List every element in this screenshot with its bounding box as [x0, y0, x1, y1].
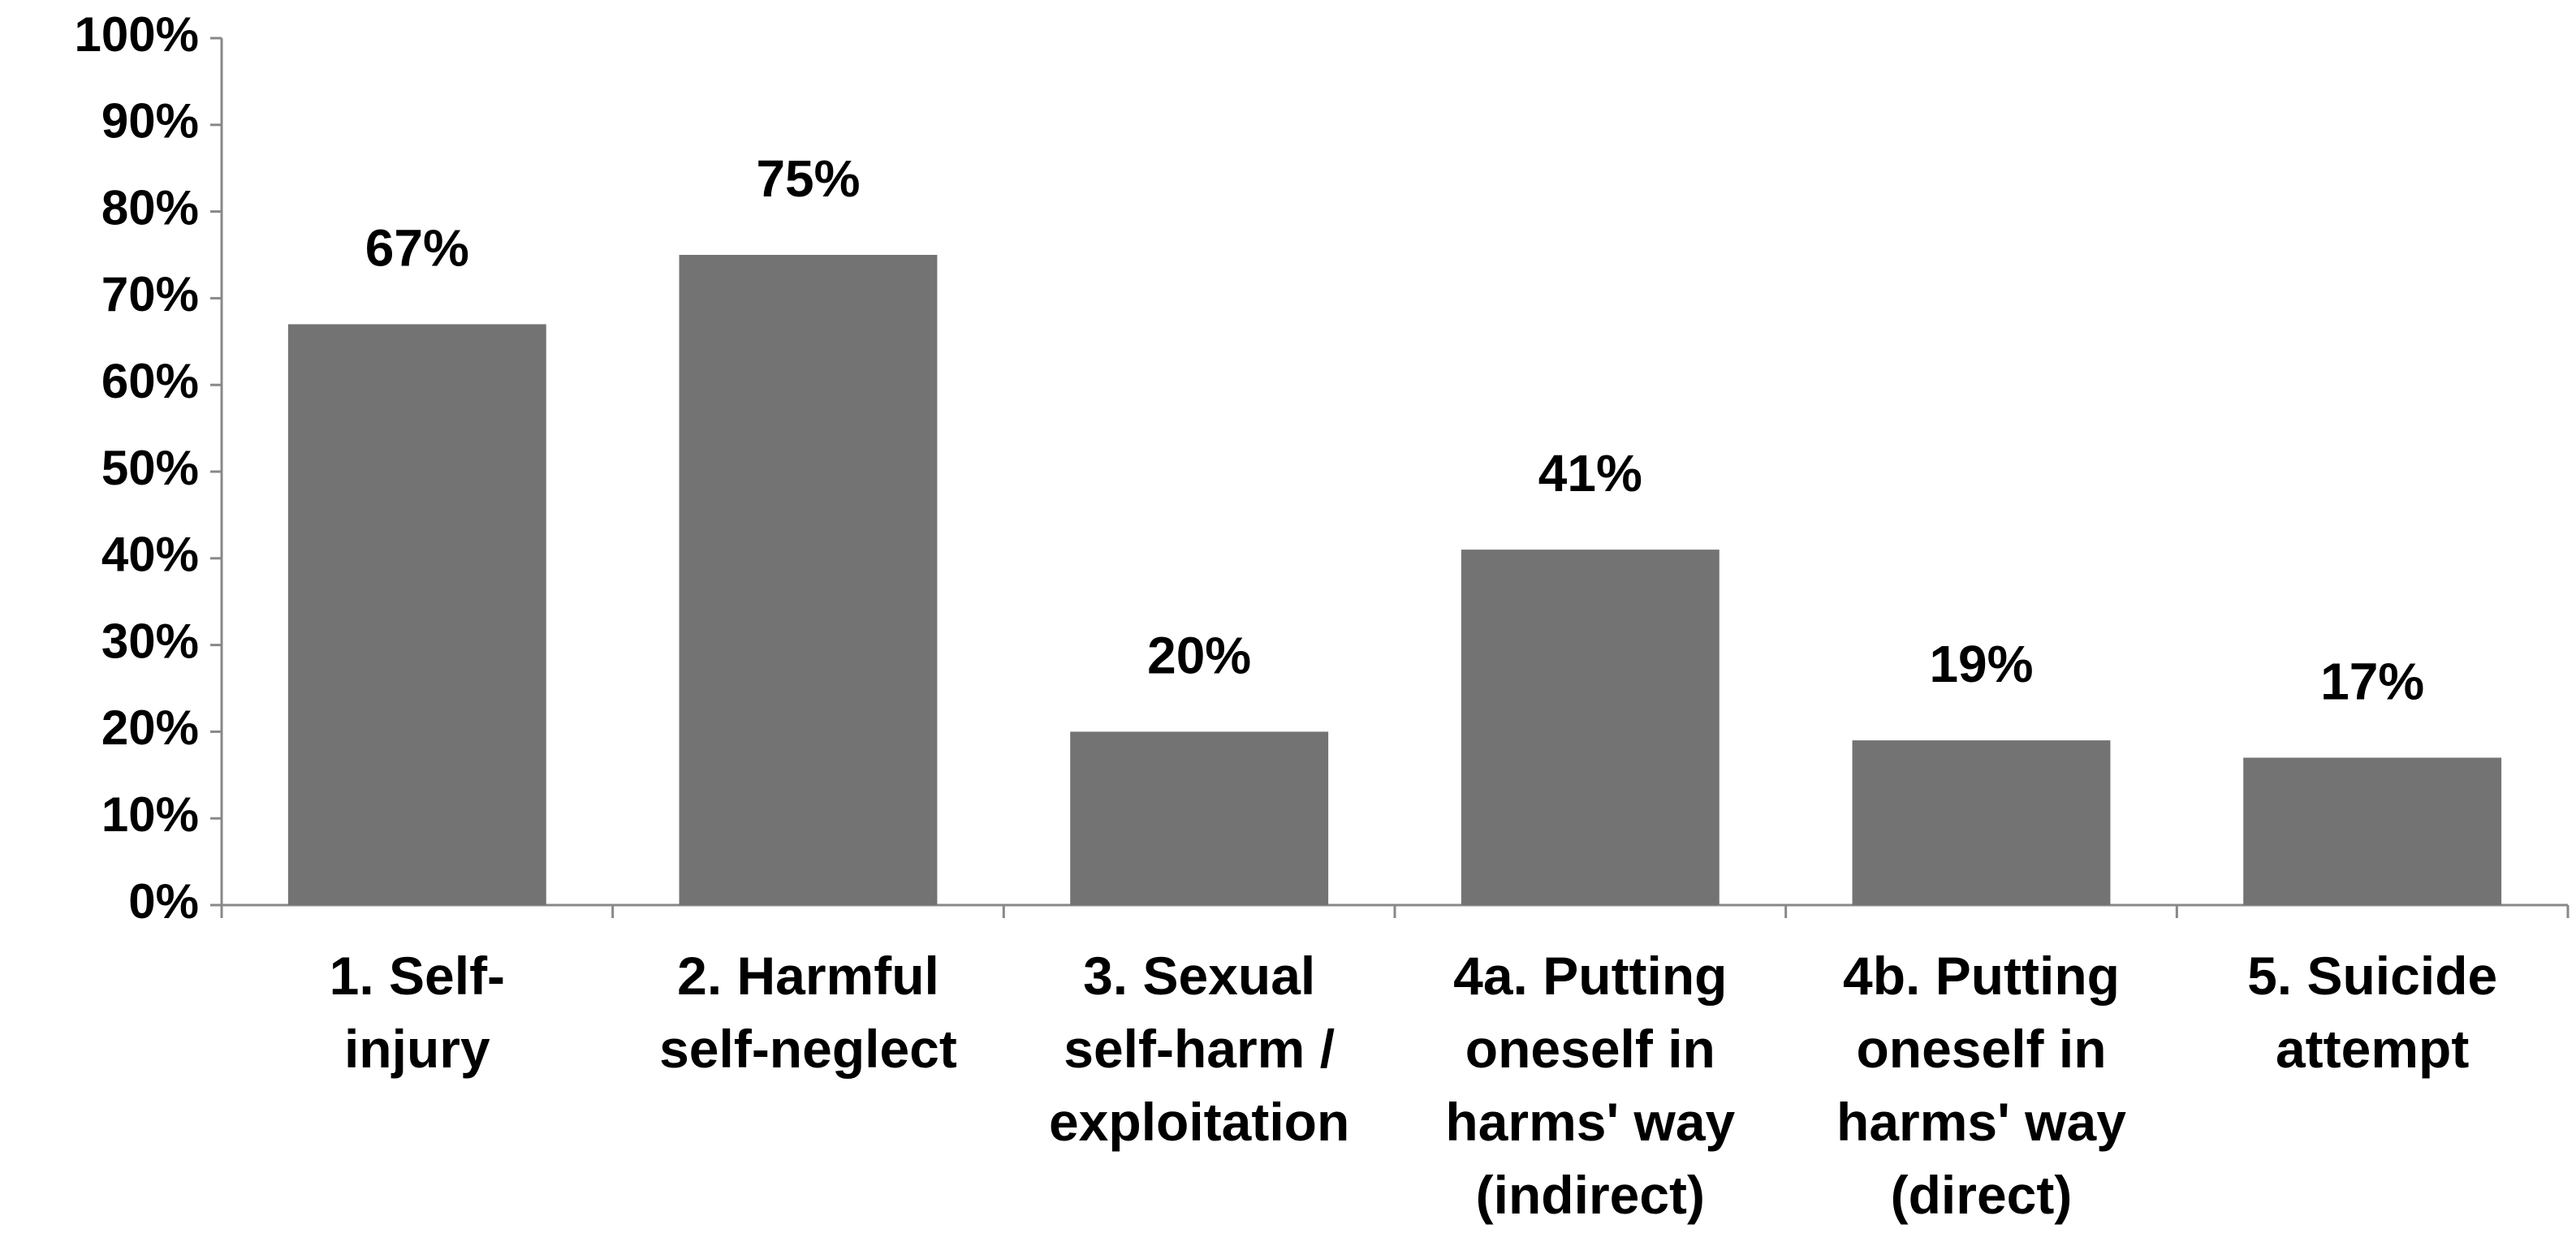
bar: [1070, 731, 1329, 905]
x-tick-label: 5. Suicide attempt: [2247, 946, 2498, 1079]
bar: [2243, 757, 2502, 905]
x-tick-label: 4a. Putting oneself in harms' way (indir…: [1445, 946, 1736, 1225]
y-tick-label: 60%: [101, 354, 199, 408]
y-tick-label: 0%: [128, 874, 199, 929]
bar: [287, 324, 546, 905]
x-tick-label: 4b. Putting oneself in harms' way (direc…: [1836, 946, 2126, 1225]
data-label: 20%: [1147, 626, 1251, 684]
y-tick-label: 50%: [101, 441, 199, 495]
y-tick-label: 20%: [101, 701, 199, 755]
bar: [1852, 740, 2111, 905]
y-tick-label: 100%: [75, 7, 199, 62]
y-tick-label: 70%: [101, 267, 199, 321]
y-tick-label: 80%: [101, 180, 199, 235]
y-tick-label: 90%: [101, 94, 199, 149]
y-tick-label: 30%: [101, 614, 199, 668]
data-label: 75%: [756, 149, 860, 208]
y-tick-label: 40%: [101, 528, 199, 582]
data-label: 67%: [365, 218, 469, 277]
data-label: 19%: [1929, 635, 2033, 693]
data-label: 41%: [1538, 444, 1642, 502]
y-tick-label: 10%: [101, 787, 199, 842]
data-label: 17%: [2320, 652, 2424, 710]
x-tick-label: 3. Sexual self-harm / exploitation: [1048, 946, 1350, 1152]
x-tick-label: 2. Harmful self-neglect: [659, 946, 957, 1079]
bar: [1461, 550, 1719, 905]
x-tick-label: 1. Self- injury: [329, 946, 506, 1079]
bar: [679, 255, 938, 905]
